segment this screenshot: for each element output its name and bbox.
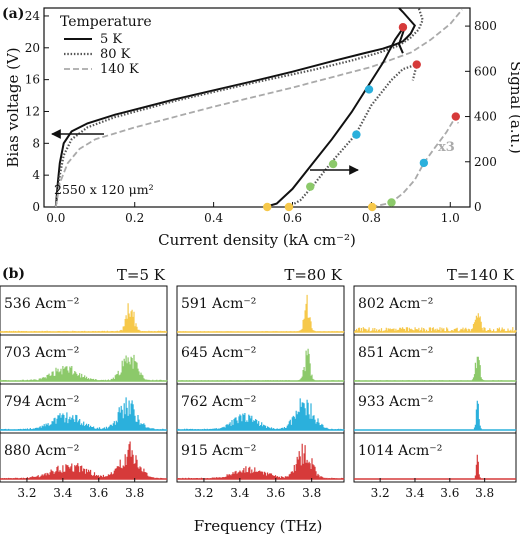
y-left-tick-label: 20: [25, 41, 40, 55]
y-left-tick-label: 4: [32, 168, 40, 182]
legend-title: Temperature: [60, 14, 152, 30]
y-left-tick-label: 16: [25, 73, 40, 87]
signal-marker: [284, 202, 294, 212]
spectrum-current-label: 933 Acm⁻²: [358, 394, 433, 410]
x-tick-label: 3.6: [266, 486, 285, 500]
x-tick-label: 3.6: [440, 486, 459, 500]
y-right-tick-label: 200: [474, 155, 497, 169]
spectrum-current-label: 536 Acm⁻²: [4, 296, 79, 312]
scale-annotation: x3: [438, 140, 455, 155]
signal-marker: [387, 198, 396, 207]
y-axis-left-label: Bias voltage (V): [4, 47, 22, 167]
y-left-tick-label: 12: [25, 104, 40, 118]
spectrum-current-label: 591 Acm⁻²: [181, 296, 256, 312]
y-right-tick-label: 800: [474, 19, 497, 33]
spectra-column-title: T=140 K: [447, 266, 515, 284]
x-tick-label: 3.6: [89, 486, 108, 500]
panel-label: (a): [2, 6, 24, 22]
y-right-tick-label: 0: [474, 200, 482, 214]
spectrum-current-label: 915 Acm⁻²: [181, 443, 256, 459]
y-left-tick-label: 8: [32, 136, 40, 150]
panel-label: (b): [2, 266, 25, 282]
x-tick-label: 3.2: [371, 486, 390, 500]
legend-label: 80 K: [100, 47, 131, 62]
x-tick-label: 3.8: [475, 486, 494, 500]
spectrum-frame: [0, 432, 168, 483]
signal-marker: [367, 202, 377, 212]
signal-line: [371, 114, 460, 208]
x-tick-label: 3.2: [17, 486, 36, 500]
signal-marker: [412, 60, 421, 69]
voltage-line: [54, 7, 416, 208]
x-tick-label: 3.4: [230, 486, 249, 500]
area-annotation: 2550 x 120 μm²: [54, 182, 154, 197]
x-axis-label: Current density (kA cm⁻²): [158, 231, 356, 249]
y-axis-right-label: Signal (a.u.): [507, 61, 520, 154]
signal-marker: [352, 130, 361, 139]
x-tick-label: 3.8: [125, 486, 144, 500]
x-tick-label: 1.0: [441, 211, 460, 225]
y-left-tick-label: 0: [32, 200, 40, 214]
spectrum-current-label: 703 Acm⁻²: [4, 345, 79, 361]
y-right-tick-label: 600: [474, 64, 497, 78]
x-tick-label: 3.4: [53, 486, 72, 500]
signal-line: [264, 24, 407, 208]
voltage-line: [54, 9, 463, 208]
spectra-column-title: T=5 K: [117, 266, 166, 284]
signal-marker: [451, 112, 460, 121]
x-axis-label: Frequency (THz): [194, 517, 323, 535]
legend-label: 5 K: [100, 32, 122, 47]
signal-marker: [398, 23, 408, 32]
signal-marker: [364, 85, 374, 94]
spectrum-frame: [176, 432, 345, 483]
x-tick-label: 3.8: [302, 486, 321, 500]
plot-frame: [43, 7, 471, 208]
spectrum-current-label: 762 Acm⁻²: [181, 394, 256, 410]
spectrum-current-label: 802 Acm⁻²: [358, 296, 433, 312]
x-tick-label: 0.8: [362, 211, 381, 225]
x-tick-label: 0.0: [46, 211, 65, 225]
spectrum-current-label: 851 Acm⁻²: [358, 345, 433, 361]
spectrum-current-label: 880 Acm⁻²: [4, 443, 79, 459]
voltage-line: [54, 7, 424, 208]
spectrum-frame: [353, 432, 517, 483]
y-left-tick-label: 24: [25, 9, 41, 23]
signal-marker: [419, 158, 429, 168]
signal-line: [288, 62, 419, 208]
y-right-tick-label: 400: [474, 110, 497, 124]
spectrum-current-label: 645 Acm⁻²: [181, 345, 256, 361]
signal-marker: [263, 202, 272, 212]
x-tick-label: 3.2: [194, 486, 213, 500]
signal-marker: [306, 182, 315, 191]
x-tick-label: 0.4: [204, 211, 223, 225]
signal-marker: [328, 159, 338, 169]
panel-a: (a) 0.0 0.2 0.4 0.6 0.8 1.0 0 4 8 12 16 20 24 0 200 400 6…: [2, 6, 520, 249]
spectra-column-title: T=80 K: [284, 266, 342, 284]
x-tick-label: 0.2: [125, 211, 144, 225]
panel-b: (b) T=5 K 536 Acm⁻² 703 Acm⁻² 794 Acm⁻² 880 A…: [0, 266, 517, 535]
legend-label: 140 K: [100, 62, 139, 77]
spectrum-current-label: 794 Acm⁻²: [4, 394, 79, 410]
x-tick-label: 3.4: [405, 486, 424, 500]
spectrum-current-label: 1014 Acm⁻²: [358, 443, 442, 459]
spectrum-trace: [354, 313, 517, 332]
x-tick-label: 0.6: [283, 211, 302, 225]
